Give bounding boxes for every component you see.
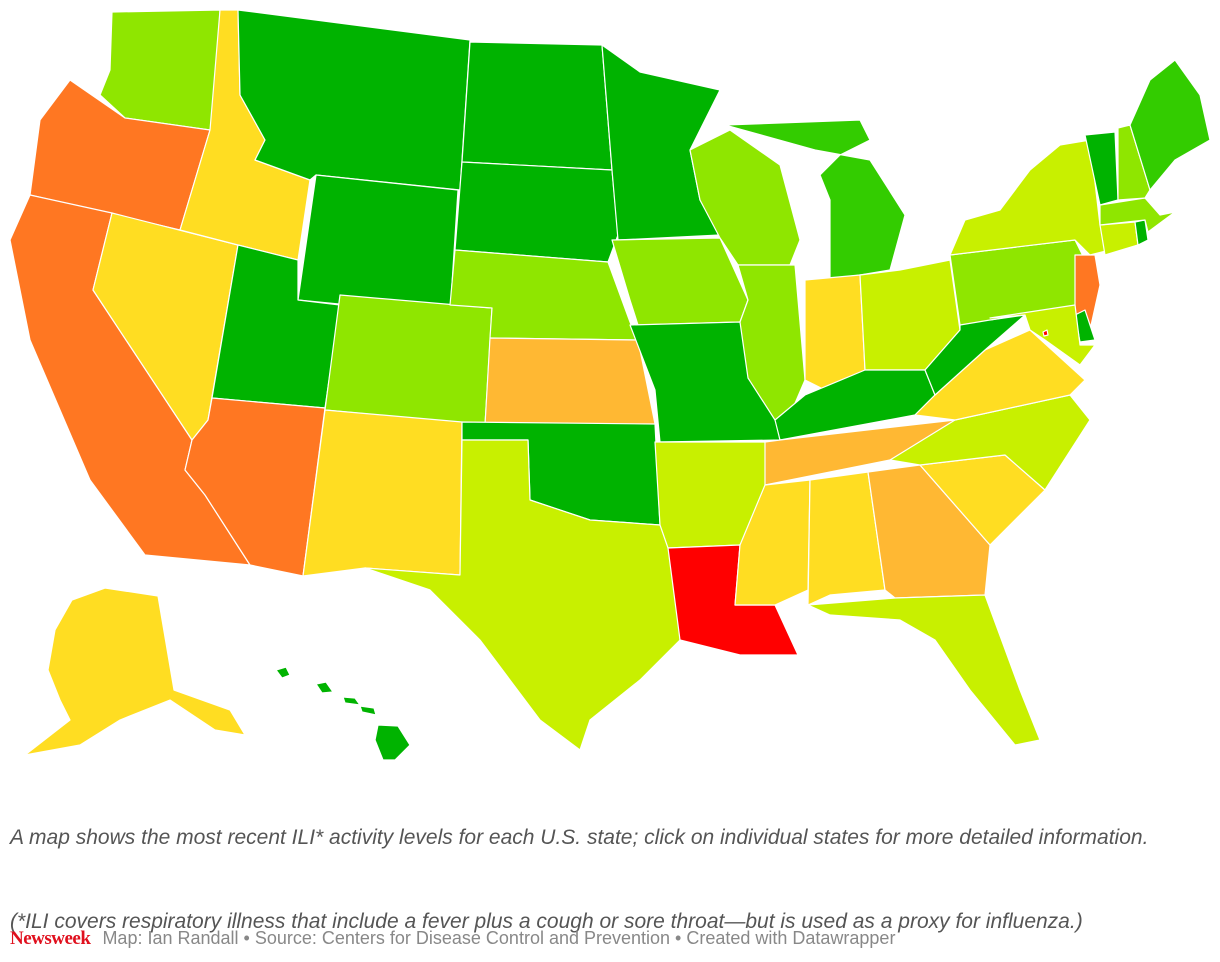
us-choropleth-map xyxy=(9,9,1211,761)
state-dc[interactable] xyxy=(1042,329,1049,337)
state-nm[interactable] xyxy=(302,409,463,577)
state-me[interactable] xyxy=(1129,59,1211,191)
credits-footer: Newsweek Map: Ian Randall • Source: Cent… xyxy=(10,928,895,950)
state-wy[interactable] xyxy=(297,174,459,316)
state-md[interactable] xyxy=(989,304,1096,366)
state-ks[interactable] xyxy=(484,337,656,426)
state-al[interactable] xyxy=(807,471,886,606)
state-mt[interactable] xyxy=(237,9,471,191)
state-ia[interactable] xyxy=(611,237,749,326)
state-hi[interactable] xyxy=(275,666,411,761)
state-nh[interactable] xyxy=(1117,124,1151,201)
state-ak[interactable] xyxy=(24,587,246,756)
state-nd[interactable] xyxy=(461,41,613,171)
state-tx[interactable] xyxy=(364,439,681,751)
state-ny[interactable] xyxy=(949,139,1111,256)
map-description: A map shows the most recent ILI* activit… xyxy=(10,826,1149,849)
state-mi[interactable] xyxy=(724,119,906,281)
newsweek-logo[interactable]: Newsweek xyxy=(10,928,91,949)
state-sd[interactable] xyxy=(454,161,619,263)
state-fl[interactable] xyxy=(807,594,1041,746)
state-co[interactable] xyxy=(324,294,493,426)
state-ct[interactable] xyxy=(1099,221,1139,256)
state-mn[interactable] xyxy=(601,44,721,241)
state-in[interactable] xyxy=(804,274,866,391)
state-ma[interactable] xyxy=(1099,197,1176,233)
credits-text: Map: Ian Randall • Source: Centers for D… xyxy=(102,928,896,948)
state-wa[interactable] xyxy=(99,9,221,131)
map-footnote: (*ILI covers respiratory illness that in… xyxy=(10,910,1083,933)
